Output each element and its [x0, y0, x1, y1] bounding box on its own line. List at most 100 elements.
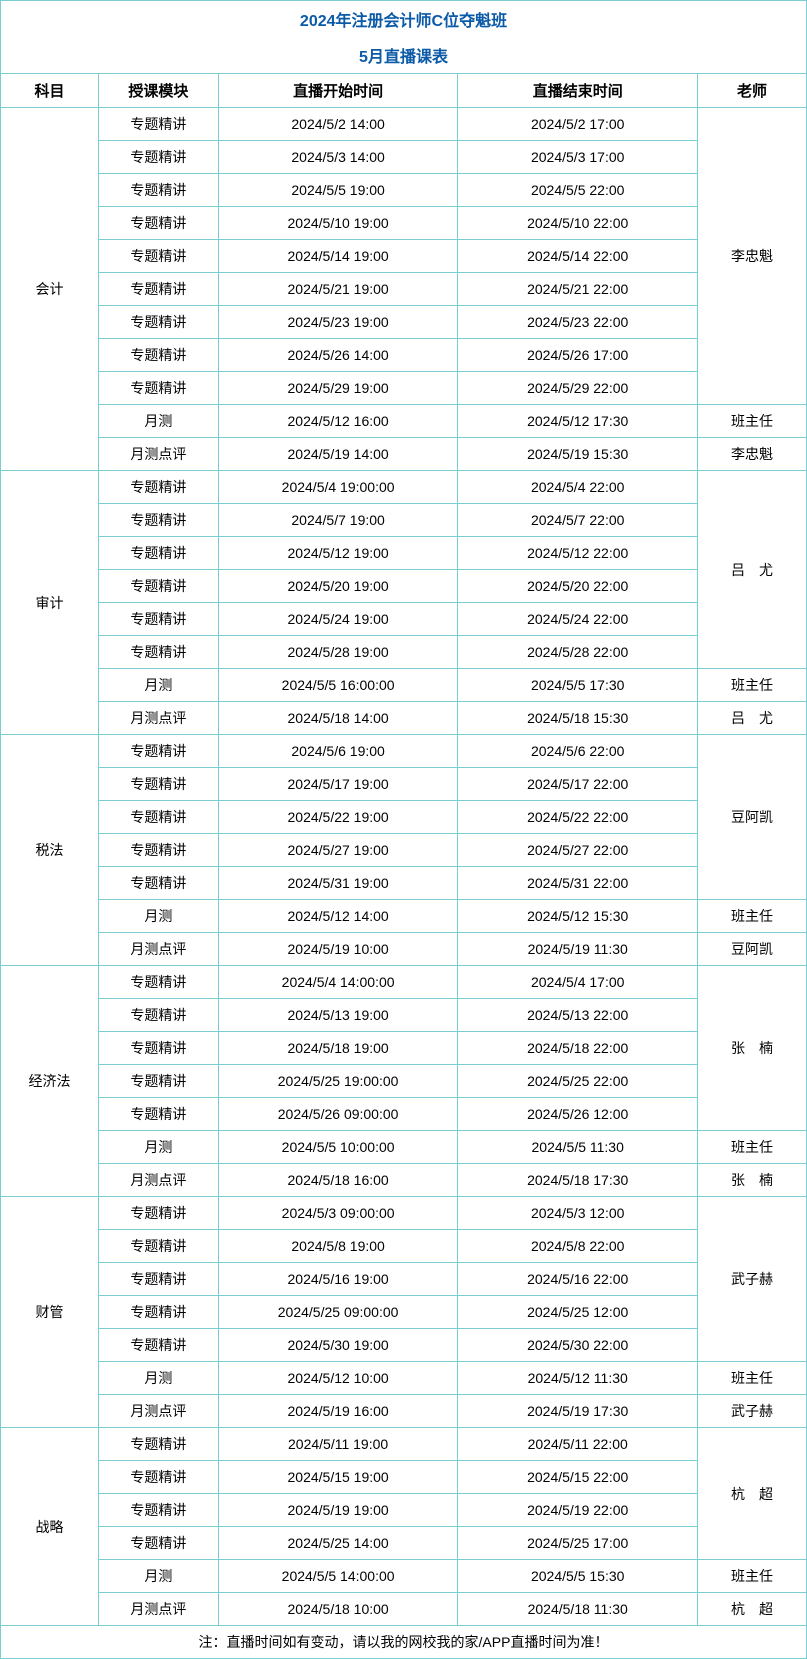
- start-time-cell: 2024/5/14 19:00: [218, 240, 458, 273]
- start-time-cell: 2024/5/7 19:00: [218, 504, 458, 537]
- table-row: 专题精讲2024/5/19 19:002024/5/19 22:00: [1, 1494, 807, 1527]
- table-row: 月测点评2024/5/18 14:002024/5/18 15:30吕 尤: [1, 702, 807, 735]
- module-cell: 专题精讲: [99, 1230, 219, 1263]
- module-cell: 专题精讲: [99, 174, 219, 207]
- module-cell: 专题精讲: [99, 735, 219, 768]
- table-row: 专题精讲2024/5/25 19:00:002024/5/25 22:00: [1, 1065, 807, 1098]
- end-time-cell: 2024/5/8 22:00: [458, 1230, 698, 1263]
- table-row: 月测2024/5/5 14:00:002024/5/5 15:30班主任: [1, 1560, 807, 1593]
- start-time-cell: 2024/5/12 10:00: [218, 1362, 458, 1395]
- table-row: 财管专题精讲2024/5/3 09:00:002024/5/3 12:00武子赫: [1, 1197, 807, 1230]
- end-time-cell: 2024/5/19 22:00: [458, 1494, 698, 1527]
- col-header-teacher: 老师: [698, 74, 807, 108]
- table-row: 经济法专题精讲2024/5/4 14:00:002024/5/4 17:00张 …: [1, 966, 807, 999]
- start-time-cell: 2024/5/25 09:00:00: [218, 1296, 458, 1329]
- module-cell: 专题精讲: [99, 570, 219, 603]
- module-cell: 专题精讲: [99, 1428, 219, 1461]
- end-time-cell: 2024/5/12 17:30: [458, 405, 698, 438]
- start-time-cell: 2024/5/31 19:00: [218, 867, 458, 900]
- table-row: 专题精讲2024/5/13 19:002024/5/13 22:00: [1, 999, 807, 1032]
- end-time-cell: 2024/5/3 12:00: [458, 1197, 698, 1230]
- table-row: 专题精讲2024/5/23 19:002024/5/23 22:00: [1, 306, 807, 339]
- end-time-cell: 2024/5/28 22:00: [458, 636, 698, 669]
- table-row: 月测点评2024/5/19 10:002024/5/19 11:30豆阿凯: [1, 933, 807, 966]
- page-title-2: 5月直播课表: [1, 37, 807, 74]
- teacher-cell: 杭 超: [698, 1428, 807, 1560]
- teacher-cell: 吕 尤: [698, 471, 807, 669]
- start-time-cell: 2024/5/18 14:00: [218, 702, 458, 735]
- start-time-cell: 2024/5/29 19:00: [218, 372, 458, 405]
- table-row: 专题精讲2024/5/18 19:002024/5/18 22:00: [1, 1032, 807, 1065]
- schedule-table: 2024年注册会计师C位夺魁班 5月直播课表 科目 授课模块 直播开始时间 直播…: [0, 0, 807, 1659]
- module-cell: 专题精讲: [99, 372, 219, 405]
- start-time-cell: 2024/5/16 19:00: [218, 1263, 458, 1296]
- module-cell: 月测: [99, 900, 219, 933]
- table-row: 月测点评2024/5/18 10:002024/5/18 11:30杭 超: [1, 1593, 807, 1626]
- start-time-cell: 2024/5/12 14:00: [218, 900, 458, 933]
- start-time-cell: 2024/5/25 19:00:00: [218, 1065, 458, 1098]
- module-cell: 月测点评: [99, 1593, 219, 1626]
- table-row: 专题精讲2024/5/30 19:002024/5/30 22:00: [1, 1329, 807, 1362]
- table-row: 月测点评2024/5/19 14:002024/5/19 15:30李忠魁: [1, 438, 807, 471]
- teacher-cell: 吕 尤: [698, 702, 807, 735]
- module-cell: 专题精讲: [99, 306, 219, 339]
- end-time-cell: 2024/5/11 22:00: [458, 1428, 698, 1461]
- table-row: 专题精讲2024/5/20 19:002024/5/20 22:00: [1, 570, 807, 603]
- teacher-cell: 班主任: [698, 669, 807, 702]
- end-time-cell: 2024/5/3 17:00: [458, 141, 698, 174]
- module-cell: 专题精讲: [99, 339, 219, 372]
- end-time-cell: 2024/5/5 17:30: [458, 669, 698, 702]
- end-time-cell: 2024/5/22 22:00: [458, 801, 698, 834]
- start-time-cell: 2024/5/4 14:00:00: [218, 966, 458, 999]
- page-title-1: 2024年注册会计师C位夺魁班: [1, 1, 807, 38]
- table-row: 月测2024/5/12 10:002024/5/12 11:30班主任: [1, 1362, 807, 1395]
- start-time-cell: 2024/5/15 19:00: [218, 1461, 458, 1494]
- end-time-cell: 2024/5/21 22:00: [458, 273, 698, 306]
- table-row: 专题精讲2024/5/29 19:002024/5/29 22:00: [1, 372, 807, 405]
- module-cell: 月测点评: [99, 702, 219, 735]
- col-header-module: 授课模块: [99, 74, 219, 108]
- end-time-cell: 2024/5/5 15:30: [458, 1560, 698, 1593]
- module-cell: 专题精讲: [99, 999, 219, 1032]
- table-row: 月测2024/5/12 14:002024/5/12 15:30班主任: [1, 900, 807, 933]
- table-row: 专题精讲2024/5/14 19:002024/5/14 22:00: [1, 240, 807, 273]
- module-cell: 专题精讲: [99, 108, 219, 141]
- table-row: 专题精讲2024/5/25 14:002024/5/25 17:00: [1, 1527, 807, 1560]
- end-time-cell: 2024/5/19 17:30: [458, 1395, 698, 1428]
- module-cell: 专题精讲: [99, 636, 219, 669]
- end-time-cell: 2024/5/26 17:00: [458, 339, 698, 372]
- start-time-cell: 2024/5/3 09:00:00: [218, 1197, 458, 1230]
- module-cell: 专题精讲: [99, 240, 219, 273]
- table-row: 专题精讲2024/5/15 19:002024/5/15 22:00: [1, 1461, 807, 1494]
- table-row: 专题精讲2024/5/28 19:002024/5/28 22:00: [1, 636, 807, 669]
- table-row: 专题精讲2024/5/7 19:002024/5/7 22:00: [1, 504, 807, 537]
- module-cell: 专题精讲: [99, 141, 219, 174]
- col-header-subject: 科目: [1, 74, 99, 108]
- start-time-cell: 2024/5/20 19:00: [218, 570, 458, 603]
- end-time-cell: 2024/5/7 22:00: [458, 504, 698, 537]
- footer-note: 注：直播时间如有变动，请以我的网校我的家/APP直播时间为准！: [1, 1626, 807, 1659]
- table-row: 月测2024/5/5 16:00:002024/5/5 17:30班主任: [1, 669, 807, 702]
- col-header-end: 直播结束时间: [458, 74, 698, 108]
- module-cell: 月测: [99, 1560, 219, 1593]
- start-time-cell: 2024/5/19 14:00: [218, 438, 458, 471]
- end-time-cell: 2024/5/6 22:00: [458, 735, 698, 768]
- end-time-cell: 2024/5/12 11:30: [458, 1362, 698, 1395]
- start-time-cell: 2024/5/4 19:00:00: [218, 471, 458, 504]
- start-time-cell: 2024/5/19 16:00: [218, 1395, 458, 1428]
- table-row: 专题精讲2024/5/3 14:002024/5/3 17:00: [1, 141, 807, 174]
- start-time-cell: 2024/5/21 19:00: [218, 273, 458, 306]
- start-time-cell: 2024/5/5 14:00:00: [218, 1560, 458, 1593]
- start-time-cell: 2024/5/18 16:00: [218, 1164, 458, 1197]
- teacher-cell: 李忠魁: [698, 438, 807, 471]
- start-time-cell: 2024/5/6 19:00: [218, 735, 458, 768]
- module-cell: 专题精讲: [99, 1065, 219, 1098]
- teacher-cell: 豆阿凯: [698, 735, 807, 900]
- start-time-cell: 2024/5/12 16:00: [218, 405, 458, 438]
- teacher-cell: 班主任: [698, 1560, 807, 1593]
- start-time-cell: 2024/5/5 16:00:00: [218, 669, 458, 702]
- end-time-cell: 2024/5/18 22:00: [458, 1032, 698, 1065]
- teacher-cell: 豆阿凯: [698, 933, 807, 966]
- module-cell: 专题精讲: [99, 1461, 219, 1494]
- module-cell: 月测点评: [99, 1395, 219, 1428]
